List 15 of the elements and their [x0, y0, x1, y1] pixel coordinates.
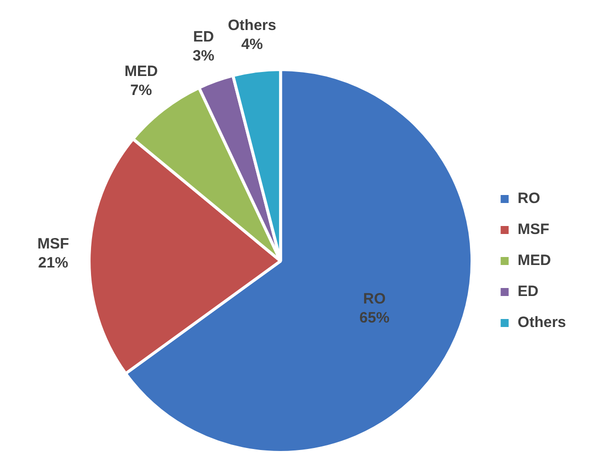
data-label: 4%: [241, 36, 263, 53]
data-label: 21%: [38, 254, 68, 272]
slice-label: RO: [363, 290, 386, 308]
data-label: 3%: [192, 48, 214, 65]
data-label: 65%: [359, 309, 390, 326]
slice-label: MED: [124, 62, 158, 80]
data-label: 7%: [130, 82, 152, 99]
slice-label: ED: [193, 28, 214, 46]
legend-label: MED: [518, 252, 552, 270]
legend-label: ED: [518, 283, 539, 300]
slice-label: MSF: [37, 235, 70, 252]
legend-label: MSF: [518, 221, 550, 238]
slice-label: Others: [228, 16, 276, 34]
legend-label: Others: [518, 314, 566, 332]
legend-label: RO: [518, 190, 540, 208]
